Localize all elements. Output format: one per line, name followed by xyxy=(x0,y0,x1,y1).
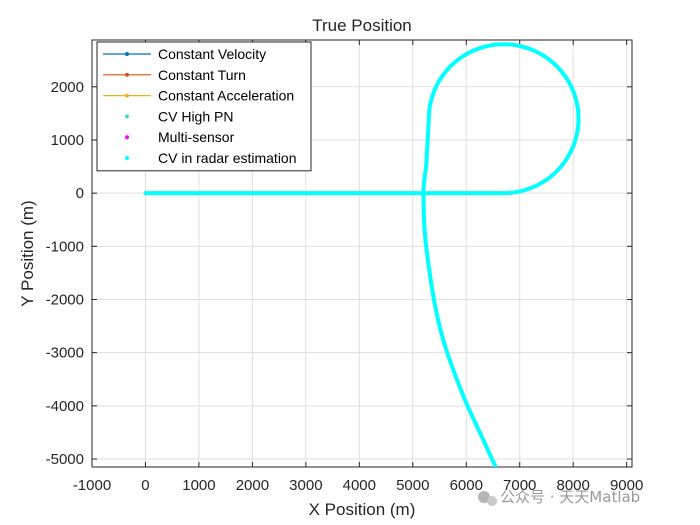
legend-marker xyxy=(125,52,129,56)
x-tick-label: 6000 xyxy=(450,477,483,494)
legend-marker xyxy=(125,93,129,98)
y-tick-label: -3000 xyxy=(46,345,84,362)
legend-label: Multi-sensor xyxy=(158,129,235,145)
legend-label: CV in radar estimation xyxy=(158,150,297,166)
x-tick-label: 8000 xyxy=(557,477,590,494)
y-tick-label: -4000 xyxy=(46,398,84,415)
legend-label: Constant Acceleration xyxy=(158,88,294,104)
legend-label: Constant Velocity xyxy=(158,46,266,62)
y-axis-label: Y Position (m) xyxy=(18,200,37,306)
x-tick-label: 9000 xyxy=(610,477,643,494)
legend-entry: CV High PN xyxy=(125,108,233,124)
axis-ticks: -1000 0 1000 2000 3000 4000 5000 6000 7000 8000 90… xyxy=(46,40,643,494)
legend-marker xyxy=(125,135,129,140)
trajectory-line xyxy=(143,42,581,467)
legend-entry: Constant Turn xyxy=(103,67,246,83)
legend-box xyxy=(96,41,312,172)
watermark: 公众号 · 天天Matlab xyxy=(478,488,640,506)
x-tick-label: -1000 xyxy=(73,477,111,494)
legend: Constant Velocity Constant Turn Constant A… xyxy=(96,41,312,172)
x-tick-label: 1000 xyxy=(182,477,215,494)
x-tick-label: 7000 xyxy=(503,477,536,494)
watermark-text: 公众号 · 天天Matlab xyxy=(500,488,640,506)
wechat-icon-bubble xyxy=(487,496,497,506)
x-axis-label: X Position (m) xyxy=(309,500,416,519)
axes-box xyxy=(91,39,633,468)
x-tick-label: 2000 xyxy=(236,477,269,494)
wechat-icon xyxy=(478,491,490,503)
y-tick-label: 0 xyxy=(76,185,84,202)
legend-entry: Constant Velocity xyxy=(103,46,266,62)
x-tick-label: 3000 xyxy=(289,477,322,494)
y-tick-label: -2000 xyxy=(46,291,84,308)
legend-marker xyxy=(125,114,129,119)
chart-title: True Position xyxy=(312,16,412,35)
x-tick-label: 4000 xyxy=(343,477,376,494)
x-tick-label: 5000 xyxy=(396,477,429,494)
legend-marker xyxy=(125,156,129,160)
legend-entry: Constant Acceleration xyxy=(103,88,294,104)
y-tick-label: -1000 xyxy=(46,238,84,255)
y-tick-label: 1000 xyxy=(51,132,84,149)
legend-entry: Multi-sensor xyxy=(125,129,235,145)
y-tick-label: -5000 xyxy=(46,451,84,468)
x-tick-label: 0 xyxy=(141,477,149,494)
legend-label: CV High PN xyxy=(158,108,233,124)
legend-marker xyxy=(125,72,129,77)
plot-area xyxy=(143,42,581,467)
legend-entry: CV in radar estimation xyxy=(125,150,297,166)
legend-label: Constant Turn xyxy=(158,67,246,83)
y-tick-label: 2000 xyxy=(51,79,84,96)
